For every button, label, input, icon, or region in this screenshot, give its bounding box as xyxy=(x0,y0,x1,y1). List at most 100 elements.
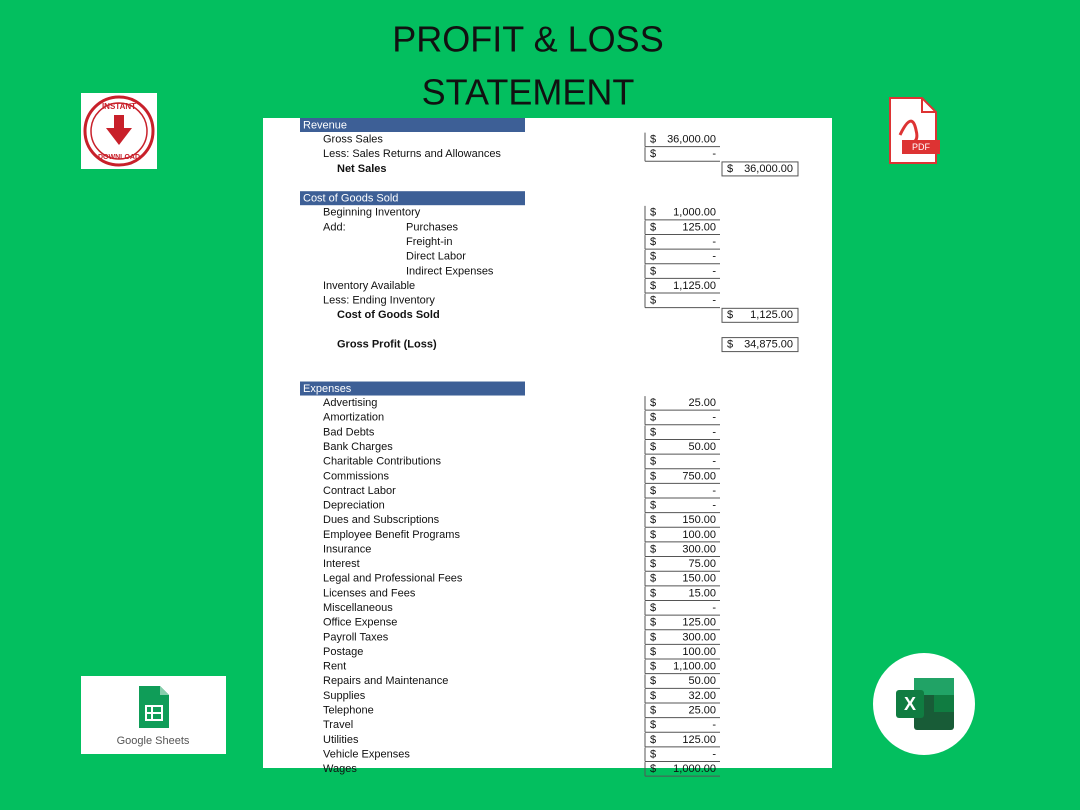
row-label: Less: Sales Returns and Allowances xyxy=(323,148,501,160)
amount: - xyxy=(712,500,716,512)
amount: - xyxy=(712,295,716,307)
currency: $ xyxy=(650,734,656,746)
currency: $ xyxy=(650,470,656,482)
amount: 25.00 xyxy=(688,397,716,409)
section-header: Revenue xyxy=(303,119,347,131)
row-label: Commissions xyxy=(323,470,390,482)
row-sublabel: Indirect Expenses xyxy=(406,265,494,277)
amount: 300.00 xyxy=(682,543,716,555)
currency: $ xyxy=(727,163,733,175)
currency: $ xyxy=(650,631,656,643)
row-label: Payroll Taxes xyxy=(323,631,389,643)
currency: $ xyxy=(650,441,656,453)
row-label: Gross Sales xyxy=(323,134,383,146)
currency: $ xyxy=(650,412,656,424)
currency: $ xyxy=(650,602,656,614)
row-label: Beginning Inventory xyxy=(323,207,421,219)
title: PROFIT & LOSS xyxy=(392,19,663,60)
currency: $ xyxy=(650,485,656,497)
row-label: Inventory Available xyxy=(323,280,415,292)
total-cell xyxy=(721,337,799,353)
amount: 32.00 xyxy=(688,690,716,702)
amount: - xyxy=(712,426,716,438)
row-sublabel: Freight-in xyxy=(406,236,452,248)
section-header-bar xyxy=(300,118,525,132)
currency: $ xyxy=(650,705,656,717)
row-label: Charitable Contributions xyxy=(323,456,442,468)
amount: 125.00 xyxy=(682,617,716,629)
currency: $ xyxy=(650,675,656,687)
pdf-icon: PDF xyxy=(889,97,940,164)
currency: $ xyxy=(650,148,656,160)
google-sheets-badge: Google Sheets xyxy=(81,676,226,754)
currency: $ xyxy=(650,426,656,438)
amount: 1,100.00 xyxy=(673,661,716,673)
currency: $ xyxy=(650,617,656,629)
row-label: Licenses and Fees xyxy=(323,587,416,599)
currency: $ xyxy=(650,500,656,512)
amount: 150.00 xyxy=(682,514,716,526)
amount: 36,000.00 xyxy=(667,134,716,146)
row-label: Less: Ending Inventory xyxy=(323,295,435,307)
amount: 300.00 xyxy=(682,631,716,643)
currency: $ xyxy=(650,221,656,233)
title: STATEMENT xyxy=(422,72,635,113)
currency: $ xyxy=(650,265,656,277)
badge-text: INSTANT xyxy=(102,102,136,111)
section-header-bar xyxy=(300,191,525,206)
currency: $ xyxy=(650,763,656,775)
row-label: Bank Charges xyxy=(323,441,393,453)
currency: $ xyxy=(650,543,656,555)
currency: $ xyxy=(650,748,656,760)
amount: 150.00 xyxy=(682,573,716,585)
currency: $ xyxy=(650,646,656,658)
row-label: Office Expense xyxy=(323,617,397,629)
currency: $ xyxy=(650,456,656,468)
amount: 125.00 xyxy=(682,734,716,746)
amount: 50.00 xyxy=(688,675,716,687)
currency: $ xyxy=(727,339,733,351)
excel-label: X xyxy=(904,694,916,714)
total-label: Gross Profit (Loss) xyxy=(337,339,437,351)
amount: 125.00 xyxy=(682,221,716,233)
row-label: Insurance xyxy=(323,543,371,555)
currency: $ xyxy=(650,397,656,409)
row-label: Advertising xyxy=(323,397,377,409)
row-label: Add: xyxy=(323,221,346,233)
total-cell xyxy=(721,307,799,323)
currency: $ xyxy=(650,207,656,219)
amount: - xyxy=(712,485,716,497)
sheets-label: Google Sheets xyxy=(117,735,190,747)
amount: - xyxy=(712,148,716,160)
section-header-bar xyxy=(300,381,525,396)
amount: 1,000.00 xyxy=(673,207,716,219)
amount: 50.00 xyxy=(688,441,716,453)
total-label: Net Sales xyxy=(337,163,387,175)
currency: $ xyxy=(727,309,733,321)
total-amount: 34,875.00 xyxy=(744,339,793,351)
row-label: Bad Debts xyxy=(323,426,375,438)
currency: $ xyxy=(650,280,656,292)
row-label: Travel xyxy=(323,719,353,731)
amount: - xyxy=(712,412,716,424)
amount: 1,125.00 xyxy=(673,280,716,292)
amount: 75.00 xyxy=(688,558,716,570)
currency: $ xyxy=(650,295,656,307)
row-label: Contract Labor xyxy=(323,485,396,497)
amount: - xyxy=(712,236,716,248)
currency: $ xyxy=(650,661,656,673)
row-label: Interest xyxy=(323,558,360,570)
total-cell xyxy=(721,161,799,177)
amount: - xyxy=(712,748,716,760)
row-label: Postage xyxy=(323,646,363,658)
amount: 100.00 xyxy=(682,529,716,541)
section-header: Cost of Goods Sold xyxy=(303,193,398,205)
row-label: Dues and Subscriptions xyxy=(323,514,440,526)
total-label: Cost of Goods Sold xyxy=(337,309,440,321)
amount: - xyxy=(712,719,716,731)
currency: $ xyxy=(650,514,656,526)
instant-download-badge: INSTANT DOWNLOAD xyxy=(81,93,157,169)
row-label: Repairs and Maintenance xyxy=(323,675,448,687)
row-label: Depreciation xyxy=(323,500,385,512)
